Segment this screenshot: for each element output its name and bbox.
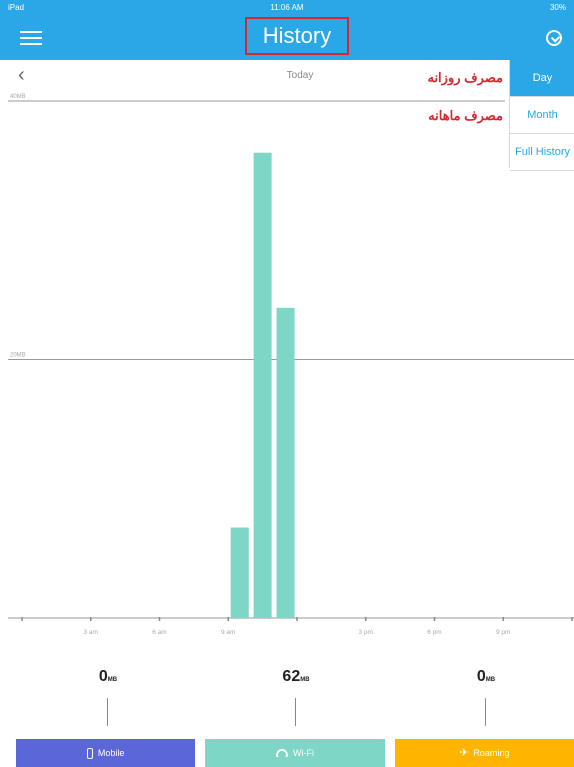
total-wifi: 62MB xyxy=(236,668,356,726)
usage-bar xyxy=(276,307,295,618)
total-roaming: 0MB xyxy=(426,668,546,726)
tab-wifi-label: Wi-Fi xyxy=(292,748,314,758)
total-mobile: 0MB xyxy=(48,668,168,726)
airplane-icon: ✈ xyxy=(459,746,469,759)
tab-roaming-label: Roaming xyxy=(473,748,510,758)
tab-roaming[interactable]: ✈ Roaming xyxy=(394,739,574,767)
x-tick-label: 3 pm xyxy=(359,629,373,636)
totals-row: 0MB 62MB 0MB xyxy=(0,668,574,728)
phone-icon xyxy=(86,747,93,759)
y-tick-label: 40MB xyxy=(10,94,26,100)
status-bar: iPad 11:06 AM 30% xyxy=(0,0,574,14)
total-mobile-value: 0 xyxy=(98,668,108,685)
usage-chart-svg: 40MB 20MB 3 am 6 am 9 am 3 pm 6 pm 9 pm xyxy=(8,94,574,636)
tab-mobile-label: Mobile xyxy=(97,748,125,758)
total-roaming-connector xyxy=(485,698,486,726)
x-tick-label: 6 pm xyxy=(427,629,441,636)
total-wifi-connector xyxy=(295,698,296,726)
usage-chart: 40MB 20MB 3 am 6 am 9 am 3 pm 6 pm 9 pm xyxy=(0,90,574,650)
total-wifi-unit: MB xyxy=(300,677,310,683)
y-tick-label: 20MB xyxy=(10,353,26,359)
nav-bar: History xyxy=(0,14,574,60)
range-menu: Day Month Full History xyxy=(509,60,574,171)
wifi-icon xyxy=(275,749,288,757)
annotation-monthly: مصرف ماهانه xyxy=(428,108,503,123)
range-full-history[interactable]: Full History xyxy=(510,134,574,171)
usage-bar xyxy=(253,152,272,618)
range-day[interactable]: Day xyxy=(510,60,574,97)
total-mobile-connector xyxy=(107,698,108,726)
range-month[interactable]: Month xyxy=(510,97,574,134)
tab-wifi[interactable]: Wi-Fi xyxy=(205,739,385,767)
page-title: History xyxy=(245,17,349,55)
total-roaming-unit: MB xyxy=(485,677,496,683)
network-tabs: Mobile Wi-Fi ✈ Roaming xyxy=(16,739,574,767)
x-tick-label: 9 am xyxy=(221,629,235,636)
annotation-daily: مصرف روزانه xyxy=(427,70,503,85)
battery-level: 30% xyxy=(549,2,566,12)
x-tick-label: 3 am xyxy=(84,629,98,636)
x-tick-label: 6 am xyxy=(152,629,166,636)
total-wifi-value: 62 xyxy=(282,668,301,685)
clock-icon[interactable] xyxy=(546,30,562,46)
device-label: iPad xyxy=(8,2,25,12)
date-label: Today xyxy=(286,70,314,81)
x-tick-label: 9 pm xyxy=(496,629,510,636)
chevron-left-icon[interactable]: ‹ xyxy=(18,64,25,86)
total-mobile-unit: MB xyxy=(107,677,118,683)
tab-mobile[interactable]: Mobile xyxy=(16,739,196,767)
status-time: 11:06 AM xyxy=(270,2,304,12)
menu-icon[interactable] xyxy=(20,31,42,45)
total-roaming-value: 0 xyxy=(476,668,486,685)
usage-bar xyxy=(230,527,249,618)
